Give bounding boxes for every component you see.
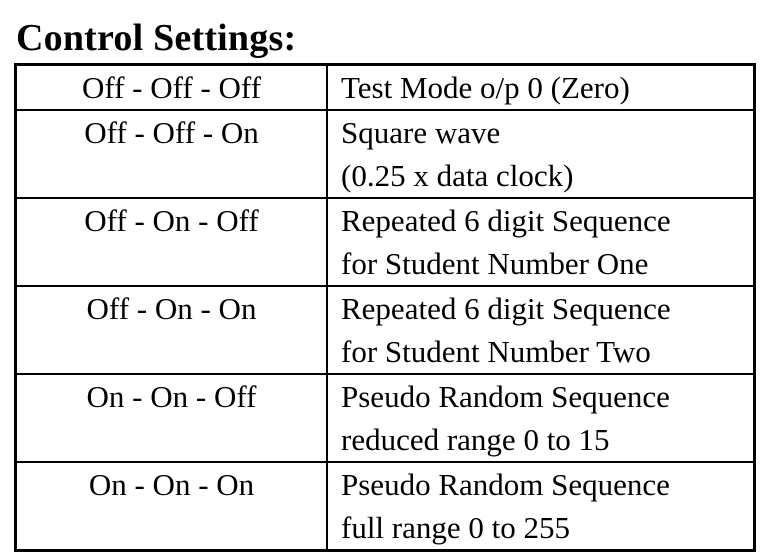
description-line: Test Mode o/p 0 (Zero) [341, 70, 630, 105]
switch-setting-cell: Off - On - Off [14, 197, 328, 287]
description-line: for Student Number One [341, 246, 649, 281]
switch-setting-cell: Off - Off - On [14, 109, 328, 199]
description-cell: Square wave (0.25 x data clock) [326, 109, 756, 199]
switch-setting-cell: On - On - Off [14, 373, 328, 463]
description-line: reduced range 0 to 15 [341, 422, 610, 457]
description-line: Repeated 6 digit Sequence [341, 291, 671, 326]
description-line: Square wave [341, 115, 501, 150]
table-row: On - On - On Pseudo Random Sequence full… [14, 461, 756, 552]
description-line: Pseudo Random Sequence [341, 467, 670, 502]
table-row: Off - Off - Off Test Mode o/p 0 (Zero) [14, 63, 756, 111]
description-cell: Pseudo Random Sequence full range 0 to 2… [326, 461, 756, 552]
description-cell: Repeated 6 digit Sequence for Student Nu… [326, 285, 756, 375]
description-cell: Repeated 6 digit Sequence for Student Nu… [326, 197, 756, 287]
page-title: Control Settings: [16, 17, 297, 59]
switch-setting-cell: On - On - On [14, 461, 328, 552]
description-line: for Student Number Two [341, 334, 651, 369]
description-line: full range 0 to 255 [341, 510, 571, 545]
table-row: Off - On - Off Repeated 6 digit Sequence… [14, 197, 756, 287]
description-line: Pseudo Random Sequence [341, 379, 670, 414]
description-line: Repeated 6 digit Sequence [341, 203, 671, 238]
control-settings-table: Off - Off - Off Test Mode o/p 0 (Zero) O… [14, 63, 756, 552]
switch-setting-cell: Off - On - On [14, 285, 328, 375]
table-row: On - On - Off Pseudo Random Sequence red… [14, 373, 756, 463]
switch-setting-cell: Off - Off - Off [14, 63, 328, 111]
description-line: (0.25 x data clock) [341, 158, 574, 193]
description-cell: Pseudo Random Sequence reduced range 0 t… [326, 373, 756, 463]
table-row: Off - Off - On Square wave (0.25 x data … [14, 109, 756, 199]
table-row: Off - On - On Repeated 6 digit Sequence … [14, 285, 756, 375]
description-cell: Test Mode o/p 0 (Zero) [326, 63, 756, 111]
